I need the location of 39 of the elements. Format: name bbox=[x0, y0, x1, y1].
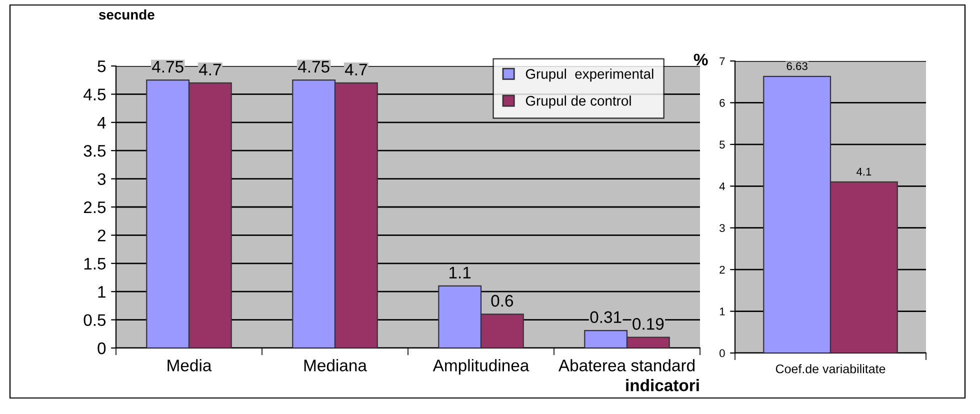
y-tick-label: 3 bbox=[720, 224, 725, 232]
y-tick-label: 3.5 bbox=[84, 145, 106, 157]
y-tick-label: 2 bbox=[720, 266, 725, 274]
data-label: 0.19 bbox=[632, 318, 664, 330]
y-tick-label: 2.5 bbox=[84, 201, 106, 214]
data-label: 4.7 bbox=[344, 64, 367, 76]
y-tick-label: 1.5 bbox=[84, 258, 106, 270]
x-axis-title: indicatori bbox=[626, 379, 699, 392]
x-tick-label: Mediana bbox=[304, 359, 367, 372]
x-tick-label: Coef.de variabilitate bbox=[776, 364, 886, 374]
x-tick-label: Amplitudinea bbox=[432, 359, 530, 375]
data-label: 0.31 bbox=[590, 311, 622, 324]
data-label: 4.1 bbox=[856, 168, 872, 176]
legend-label: Grupul experimental bbox=[526, 68, 654, 82]
x-tick-label: Media bbox=[168, 359, 212, 372]
y-tick-label: 4 bbox=[719, 182, 725, 190]
data-label: 0.6 bbox=[491, 294, 514, 307]
x-tick-label: Abaterea standard bbox=[558, 359, 694, 372]
y-tick-label: 1 bbox=[98, 286, 106, 298]
y-tick-label: 7 bbox=[720, 57, 725, 66]
y-tick-label: 0.5 bbox=[84, 314, 106, 326]
data-label: 1.1 bbox=[450, 266, 471, 278]
data-label: 4.7 bbox=[198, 64, 221, 76]
y-tick-label: 2 bbox=[98, 230, 106, 242]
data-label: 4.75 bbox=[298, 61, 330, 73]
data-label: 4.75 bbox=[152, 61, 184, 73]
y-axis-title: % bbox=[694, 54, 708, 66]
y-axis-title: secunde bbox=[98, 9, 154, 20]
data-label: 6.63 bbox=[786, 62, 808, 70]
y-tick-label: 4 bbox=[97, 116, 106, 128]
y-tick-label: 1 bbox=[720, 308, 725, 316]
y-tick-label: 6 bbox=[720, 98, 725, 107]
y-tick-label: 3 bbox=[98, 173, 106, 186]
y-tick-label: 5 bbox=[720, 140, 725, 149]
y-tick-label: 0 bbox=[98, 342, 106, 354]
y-tick-label: 5 bbox=[98, 60, 106, 72]
y-tick-label: 0 bbox=[720, 349, 725, 358]
legend-label: Grupul de control bbox=[526, 96, 631, 108]
y-tick-label: 4.5 bbox=[83, 88, 106, 100]
